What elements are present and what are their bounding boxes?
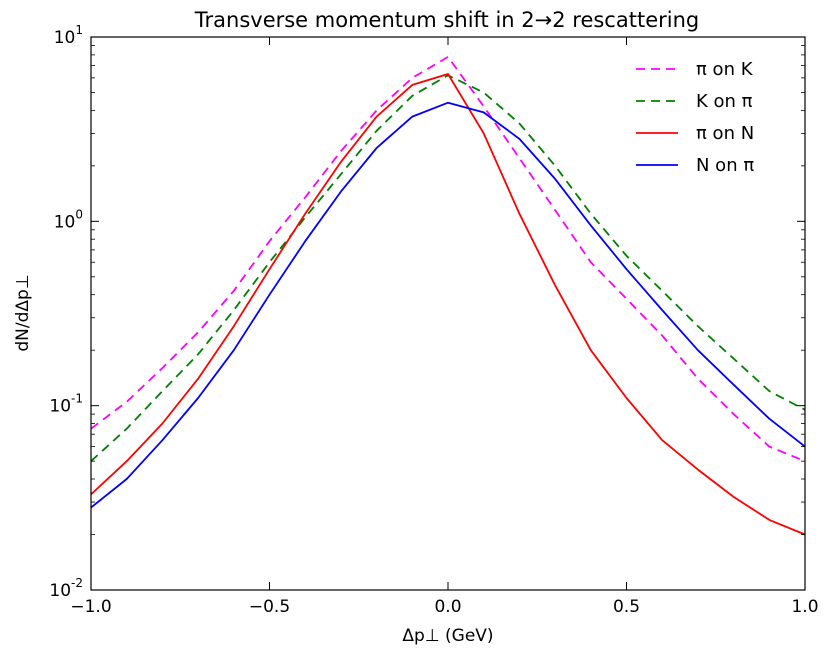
y-tick-label: 10-2 <box>49 576 83 601</box>
y-tick-label: 100 <box>54 207 83 232</box>
chart-title: Transverse momentum shift in 2→2 rescatt… <box>194 8 699 32</box>
legend-label-2: π on N <box>696 123 754 144</box>
x-tick-label: −1.0 <box>70 597 111 617</box>
y-axis-label: dN/dΔp⊥ <box>13 274 33 351</box>
x-tick-label: −0.5 <box>249 597 290 617</box>
series-line-2 <box>90 73 806 536</box>
legend-label-3: N on π <box>696 155 754 176</box>
series-line-0 <box>90 56 806 463</box>
x-axis: −1.0 −0.5 0.0 0.5 1.0 <box>70 37 819 617</box>
x-tick-label: 0.0 <box>434 597 461 617</box>
y-tick-label: 101 <box>54 23 83 48</box>
x-axis-label: Δp⊥ (GeV) <box>402 626 493 646</box>
legend-label-1: K on π <box>696 91 753 112</box>
series-line-3 <box>90 101 806 509</box>
x-tick-label: 1.0 <box>791 597 818 617</box>
plot-frame <box>90 36 806 591</box>
y-tick-label: 10-1 <box>49 392 83 417</box>
legend-label-0: π on K <box>696 59 754 80</box>
series-layer <box>90 56 806 536</box>
legend: π on K K on π π on N N on π <box>636 59 754 176</box>
y-axis: 101 100 10-1 10-2 <box>49 23 805 601</box>
x-tick-label: 0.5 <box>613 597 640 617</box>
